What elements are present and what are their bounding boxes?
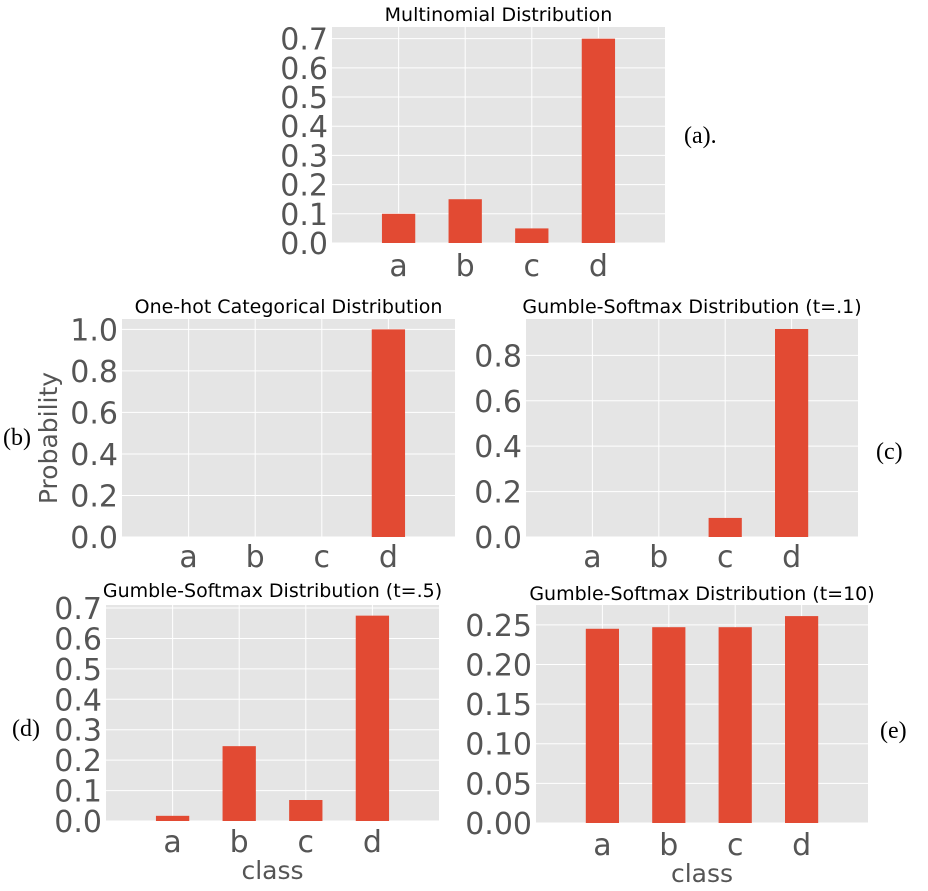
y-tick-label: 0.05 <box>465 767 532 802</box>
y-tick-label: 0.8 <box>70 355 118 390</box>
x-tick-label: c <box>298 825 315 860</box>
x-tick-label: a <box>389 249 407 284</box>
x-tick-label: d <box>782 540 801 575</box>
y-tick-label: 0.2 <box>54 744 102 779</box>
chart-a: 0.00.10.20.30.40.50.60.7 a b c d Multinomial … <box>280 4 716 284</box>
x-tick-label: b <box>659 828 678 863</box>
x-tick-label: b <box>649 540 668 575</box>
y-tick-label: 0.6 <box>474 385 522 420</box>
x-axis-label: class <box>241 856 303 885</box>
x-tick-label: c <box>314 540 331 575</box>
x-tick-label: d <box>379 540 398 575</box>
chart-title: Gumble-Softmax Distribution (t=10) <box>529 583 874 605</box>
bar-a <box>155 815 190 821</box>
y-tick-label: 0.2 <box>280 169 328 204</box>
y-tick-label: 0.5 <box>280 81 328 116</box>
x-tick-label: d <box>589 249 608 284</box>
y-tick-label: 0.3 <box>54 714 102 749</box>
bar-b <box>448 199 482 243</box>
x-tick-label: a <box>163 825 181 860</box>
y-tick-label: 0.0 <box>474 521 522 556</box>
y-tick-label: 0.1 <box>280 198 328 233</box>
bar-d <box>581 38 616 243</box>
x-tick-label: b <box>246 540 265 575</box>
y-tick-label: 0.6 <box>54 622 102 657</box>
chart-title: One-hot Categorical Distribution <box>135 296 443 318</box>
y-tick-label: 0.5 <box>54 653 102 688</box>
panel-label: (e) <box>880 718 907 744</box>
y-tick-label: 0.0 <box>54 805 102 840</box>
y-tick-label: 0.0 <box>70 521 118 556</box>
chart-b: 0.0 0.2 0.4 0.6 0.8 1.0 a b c d One-hot Categorica… <box>3 296 455 575</box>
y-tick-label: 0.3 <box>280 139 328 174</box>
chart-e: 0.00 0.05 0.10 0.15 0.20 0.25 a b c d Gumble-Softm… <box>465 583 906 888</box>
bar-c <box>289 800 323 821</box>
y-tick-label: 0.10 <box>465 728 532 763</box>
x-tick-label: c <box>524 249 541 284</box>
y-tick-label: 0.4 <box>280 110 328 145</box>
bar-d <box>775 328 809 537</box>
panel-label: (a). <box>684 123 717 149</box>
panel-label: (b) <box>3 425 31 451</box>
y-tick-label: 0.2 <box>70 479 118 514</box>
y-tick-label: 0.15 <box>465 688 532 723</box>
bar-d <box>785 616 819 823</box>
bar-c <box>515 228 549 243</box>
y-tick-label: 0.00 <box>465 807 532 842</box>
x-tick-label: c <box>727 828 744 863</box>
y-tick-label: 0.1 <box>54 775 102 810</box>
bar-a <box>585 628 619 823</box>
x-axis-label: class <box>671 859 733 888</box>
x-tick-label: a <box>583 540 601 575</box>
bar-b <box>652 627 686 823</box>
x-tick-label: a <box>179 540 197 575</box>
y-tick-label: 0.2 <box>474 476 522 511</box>
y-tick-label: 0.8 <box>474 339 522 374</box>
panel-label: (c) <box>876 439 903 465</box>
x-tick-label: d <box>792 828 811 863</box>
bar-c <box>718 627 752 823</box>
y-tick-label: 0.7 <box>54 592 102 627</box>
y-tick-label: 0.4 <box>474 430 522 465</box>
y-tick-label: 0.7 <box>280 23 328 58</box>
y-tick-label: 0.20 <box>465 648 532 683</box>
chart-c: 0.0 0.2 0.4 0.6 0.8 a b c d Gumble-Softmax Distri… <box>474 296 902 575</box>
bar-a <box>381 213 416 243</box>
bar-c <box>708 517 742 537</box>
y-tick-label: 0.6 <box>70 396 118 431</box>
panel-label: (d) <box>12 716 40 742</box>
y-tick-label: 0.0 <box>280 227 328 262</box>
bar-b <box>222 746 256 821</box>
chart-title: Multinomial Distribution <box>385 4 613 26</box>
bar-d <box>355 615 390 821</box>
y-axis-label: Probability <box>34 372 63 504</box>
x-tick-label: b <box>456 249 475 284</box>
chart-title: Gumble-Softmax Distribution (t=.5) <box>103 580 442 602</box>
chart-title: Gumble-Softmax Distribution (t=.1) <box>522 296 861 318</box>
x-tick-label: b <box>230 825 249 860</box>
x-tick-label: a <box>593 828 611 863</box>
y-tick-label: 1.0 <box>70 313 118 348</box>
y-tick-label: 0.25 <box>465 609 532 644</box>
x-tick-label: d <box>363 825 382 860</box>
chart-d: 0.00.10.20.30.40.50.60.7 a b c d Gumble-Softm… <box>12 580 442 885</box>
x-tick-label: c <box>717 540 734 575</box>
bar-d <box>371 329 406 537</box>
y-tick-label: 0.4 <box>70 438 118 473</box>
y-tick-label: 0.4 <box>54 683 102 718</box>
y-tick-label: 0.6 <box>280 52 328 87</box>
